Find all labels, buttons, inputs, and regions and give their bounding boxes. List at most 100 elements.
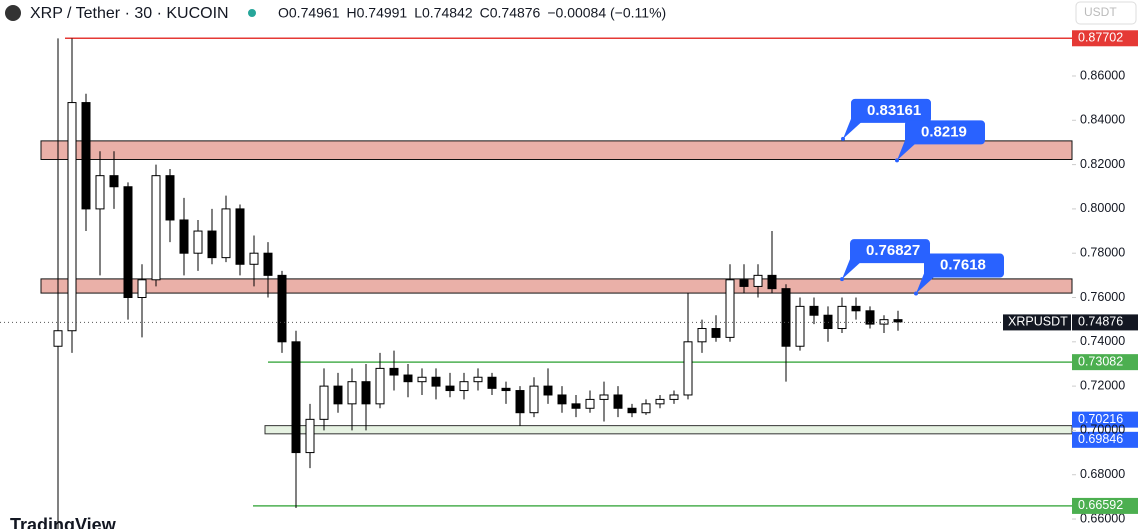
symbol-bg [1003,314,1071,331]
candle-body [361,381,371,405]
ohlc-value: C0.74876 [480,5,541,21]
candle-body [823,314,833,330]
candle-body [697,328,707,343]
candle-body [459,381,469,392]
last-price: 0.74876 [1078,315,1123,329]
ohlc: O0.74961 H0.74991 L0.74842 C0.74876 −0.00084… [278,5,666,21]
candle-body [403,374,413,383]
candle-body [123,186,133,299]
candle-body [515,390,525,414]
candle-body [795,305,805,347]
candle-body [557,394,567,405]
callout-anchor [841,136,845,141]
candle-body [179,219,189,254]
candle-body [613,394,623,409]
candle-body [655,398,665,405]
band-label-bg [1072,431,1138,448]
price-label: 0.66592 [1078,498,1123,512]
y-tick-label: 0.86000 [1080,68,1125,82]
candle-body [809,305,819,316]
candle-body [165,175,175,221]
candle-body [725,279,735,338]
candle-body [879,319,889,325]
candle-body [263,252,273,276]
candle-body [375,367,385,405]
candle-body [893,319,903,323]
brand: TradingView [10,515,117,529]
price-label-bg [1072,354,1138,371]
y-tick-label: 0.76000 [1080,290,1125,304]
candle-body [865,310,875,325]
candle-body [767,274,777,290]
candle-body [305,418,315,454]
ohlc-value: O0.74961 [278,5,340,21]
candle-body [81,102,91,210]
symbol: XRPUSDT [1008,315,1068,329]
y-tick-label: 0.70000 [1080,423,1125,437]
callout-label: 0.83161 [867,102,921,119]
candle-body [585,398,595,409]
y-tick-label: 0.68000 [1080,467,1125,481]
band-label: 0.70216 [1078,412,1123,426]
y-tick-label: 0.78000 [1080,245,1125,259]
price-label-bg [1072,497,1138,514]
candle-body [431,376,441,387]
price-label-bg [1072,30,1138,47]
candle-body [291,341,301,454]
candle-body [529,385,539,414]
callout [850,239,930,264]
callout-pointer [897,140,919,161]
chart-title: XRP / Tether · 30 · KUCOIN [30,5,229,22]
candle-body [221,208,231,259]
candle-body [151,175,161,281]
candle-body [599,394,609,400]
candle-body [95,175,105,210]
candle-body [571,403,581,409]
callout-label: 0.7618 [940,256,986,273]
zone [40,140,1073,160]
callout-pointer [916,273,938,294]
band-label-bg [1072,411,1138,428]
candle-body [627,407,637,414]
candle-body [669,394,679,400]
candle-body [837,305,847,330]
currency-button[interactable] [1075,1,1137,25]
candle-body [501,387,511,392]
candle-body [473,376,483,383]
candle-body [347,381,357,405]
candle-body [333,385,343,405]
callout-anchor [895,158,899,163]
callout-anchor [914,291,918,296]
y-tick-label: 0.66000 [1080,511,1125,525]
y-tick-label: 0.82000 [1080,157,1125,171]
price-label: 0.73082 [1078,354,1123,368]
price-label: 0.87702 [1078,31,1123,45]
candle-body [543,385,553,396]
coin-icon [5,5,21,21]
callout-pointer [843,118,865,139]
y-tick-label: 0.74000 [1080,334,1125,348]
candle-body [235,208,245,265]
candle-body [207,230,217,259]
candle-body [683,341,693,396]
candle-body [389,367,399,376]
callout-label: 0.8219 [921,123,967,140]
callout [905,120,985,145]
candle-body [249,252,259,265]
candle-body [711,328,721,338]
candle-body [641,403,651,414]
candle-body [445,385,455,392]
ohlc-value: L0.74842 [414,5,473,21]
support-band [264,425,1073,435]
candle-body [487,376,497,389]
status-dot [248,9,256,17]
candle-body [753,274,763,287]
currency[interactable]: USDT [1084,5,1117,19]
callout [851,98,931,123]
candle-body [417,376,427,383]
ohlc-value: H0.74991 [347,5,408,21]
band-label: 0.69846 [1078,432,1123,446]
callout-pointer [842,259,864,280]
callout [924,253,1004,278]
